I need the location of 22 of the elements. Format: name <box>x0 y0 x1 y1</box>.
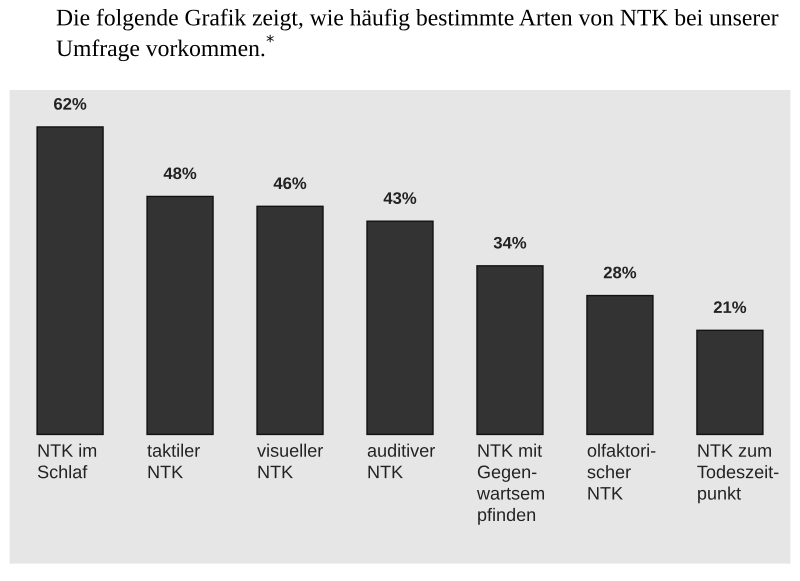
data-label: 46% <box>274 177 306 190</box>
data-label: 21% <box>714 301 746 314</box>
x-tick-label: NTK im Schlaf <box>38 444 96 478</box>
chart-title: Die folgende Grafik zeigt, wie häufig bestimmte Arten von NTK bei unserer Umfrage vorkommen.$^{*}$ <box>56 8 778 62</box>
data-label: 28% <box>604 266 636 278</box>
x-tick-label: auditiver NTK <box>368 444 435 478</box>
bar <box>476 265 544 436</box>
x-tick-label: olfaktori- scher NTK <box>587 444 656 500</box>
bar <box>36 126 104 436</box>
x-tick-label: taktiler NTK <box>147 444 200 478</box>
data-label: 62% <box>54 98 86 110</box>
x-tick-label: NTK zum Todeszeit- punkt <box>697 444 778 504</box>
bar <box>696 330 764 436</box>
x-tick-label: NTK mit Gegen- wartsem pfinden <box>476 444 544 525</box>
bar <box>146 196 214 436</box>
data-label: 34% <box>494 236 526 249</box>
data-label: 48% <box>164 167 196 180</box>
bar <box>586 294 654 436</box>
bar <box>256 206 324 436</box>
bar <box>366 220 434 436</box>
data-label: 43% <box>384 192 416 204</box>
x-tick-label: visueller NTK <box>257 444 323 478</box>
